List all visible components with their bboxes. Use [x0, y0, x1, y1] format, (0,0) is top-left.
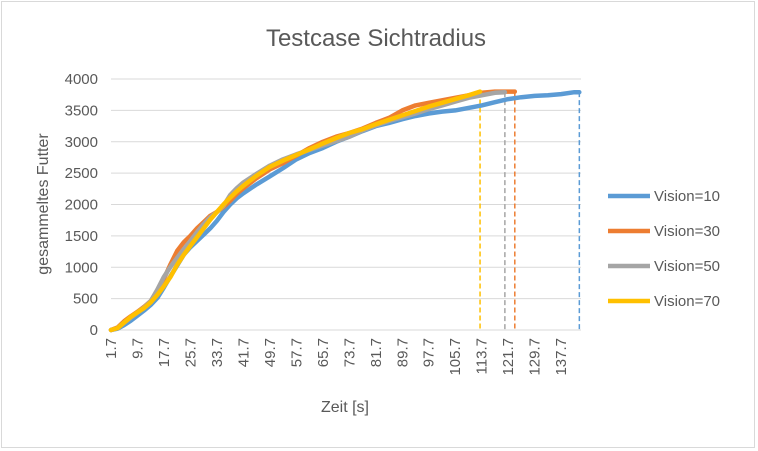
legend: Vision=10 Vision=30 Vision=50 Vision=70: [608, 188, 720, 310]
y-tick-label: 3500: [65, 102, 98, 119]
x-tick-label: 57.7: [288, 338, 305, 367]
y-axis-ticks: 0 500 1000 1500 2000 2500 3000 3500 4000: [65, 71, 98, 339]
x-tick-label: 33.7: [209, 338, 226, 367]
legend-label: Vision=10: [654, 188, 720, 205]
y-tick-label: 1500: [65, 228, 98, 245]
series-line: [108, 89, 508, 333]
x-tick-label: 137.7: [553, 338, 570, 376]
series-line: [108, 89, 518, 333]
x-tick-label: 41.7: [235, 338, 252, 367]
y-tick-label: 2500: [65, 165, 98, 182]
x-tick-label: 9.7: [129, 338, 146, 359]
x-tick-label: 73.7: [341, 338, 358, 367]
x-axis-label: Zeit [s]: [321, 399, 369, 416]
series-line: [108, 89, 582, 333]
x-tick-label: 1.7: [103, 338, 120, 359]
y-tick-label: 2000: [65, 197, 98, 214]
legend-label: Vision=70: [654, 293, 720, 310]
y-tick-label: 1000: [65, 259, 98, 276]
chart-title: Testcase Sichtradius: [266, 25, 486, 52]
x-tick-label: 121.7: [500, 338, 517, 376]
legend-label: Vision=30: [654, 223, 720, 240]
x-axis-ticks: 1.7 9.7 17.7 25.7 33.7 41.7 49.7 57.7 65.7 73.7 81…: [103, 338, 570, 376]
x-tick-label: 65.7: [315, 338, 332, 367]
y-tick-label: 500: [73, 291, 98, 308]
y-axis-label: gesammeltes Futter: [35, 133, 52, 275]
x-tick-label: 129.7: [527, 338, 544, 376]
gridlines: [111, 78, 581, 300]
x-tick-label: 81.7: [368, 338, 385, 367]
x-tick-label: 89.7: [394, 338, 411, 367]
x-tick-label: 105.7: [447, 338, 464, 376]
y-tick-label: 3000: [65, 134, 98, 151]
x-tick-label: 49.7: [262, 338, 279, 367]
x-tick-label: 97.7: [421, 338, 438, 367]
series-line: [108, 89, 483, 333]
y-tick-label: 4000: [65, 71, 98, 88]
end-markers: [479, 91, 581, 330]
legend-label: Vision=50: [654, 258, 720, 275]
x-tick-label: 17.7: [156, 338, 173, 367]
x-tick-label: 113.7: [474, 338, 491, 374]
series-lines: [108, 89, 582, 333]
x-tick-label: 25.7: [182, 338, 199, 367]
y-tick-label: 0: [90, 322, 98, 339]
